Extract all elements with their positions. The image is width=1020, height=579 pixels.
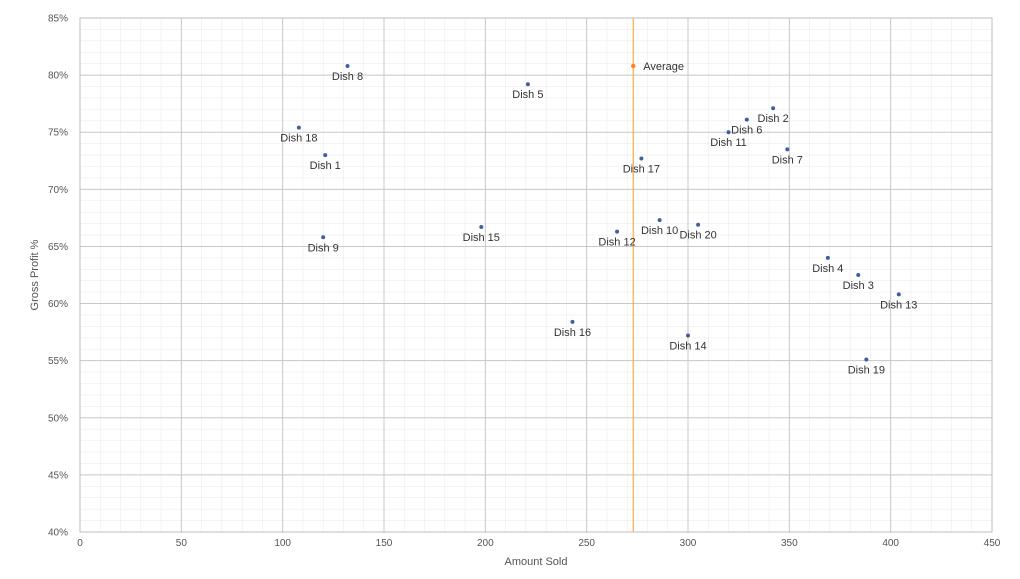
data-point (615, 229, 620, 234)
x-tick-label: 50 (176, 538, 188, 549)
y-tick-label: 70% (48, 185, 68, 196)
y-tick-label: 75% (48, 128, 68, 139)
data-point (864, 357, 869, 362)
x-tick-label: 300 (680, 538, 697, 549)
data-point (345, 63, 350, 68)
data-point-label: Dish 12 (598, 237, 635, 249)
data-point (856, 273, 861, 277)
data-point (825, 255, 830, 260)
x-tick-label: 450 (984, 538, 1001, 549)
data-point (525, 82, 530, 87)
y-tick-label: 45% (48, 470, 68, 481)
plot-area-border (79, 17, 993, 533)
data-point (479, 225, 484, 230)
data-point-label: Dish 11 (710, 137, 746, 149)
data-point-label: Dish 18 (280, 133, 317, 145)
data-point (639, 156, 644, 161)
x-tick-label: 400 (882, 538, 899, 549)
data-point-label: Dish 9 (308, 242, 339, 254)
x-tick-label: 150 (376, 538, 393, 549)
data-point (686, 333, 690, 338)
average-point (631, 63, 636, 69)
x-tick-label: 200 (477, 538, 494, 549)
data-point (726, 130, 731, 135)
data-point-label: Dish 19 (848, 365, 885, 377)
x-tick-label: 350 (781, 538, 798, 549)
y-tick-label: 40% (48, 528, 68, 539)
data-point (696, 222, 701, 227)
data-point (296, 125, 301, 130)
data-point-label: Dish 6 (731, 125, 762, 137)
y-axis-title: Gross Profit % (29, 239, 41, 310)
data-point-label: Dish 7 (772, 154, 803, 166)
data-point-label: Dish 16 (554, 327, 591, 339)
y-axis-tick-labels: 40% 45% 50% 55% 60% 65% 70% 75% 80% 85% (48, 14, 68, 539)
data-point (321, 235, 326, 240)
data-point (896, 292, 901, 297)
x-tick-label: 100 (274, 538, 291, 549)
x-axis-tick-labels: 0 50 100 150 200 250 300 350 400 450 (77, 538, 1001, 549)
data-point-label: Dish 15 (463, 232, 500, 244)
data-point (744, 117, 749, 122)
data-points (296, 63, 901, 362)
y-tick-label: 50% (48, 413, 68, 424)
data-point (657, 218, 662, 223)
y-tick-label: 80% (48, 71, 68, 82)
data-point-label: Dish 17 (623, 163, 660, 175)
data-point (570, 319, 575, 324)
x-axis-title: Amount Sold (505, 556, 568, 568)
data-point-label: Dish 14 (669, 341, 706, 353)
data-point (323, 153, 328, 158)
data-point (771, 106, 776, 111)
data-point-label: Dish 8 (332, 71, 363, 83)
x-tick-label: 250 (578, 538, 595, 549)
data-point-label: Dish 10 (641, 225, 678, 237)
average-point-label: Average (643, 61, 684, 73)
y-tick-label: 55% (48, 356, 68, 367)
data-point-label: Dish 13 (880, 299, 917, 311)
x-tick-label: 0 (77, 538, 83, 549)
data-point-label: Dish 20 (679, 230, 716, 242)
y-tick-label: 85% (48, 14, 68, 25)
data-point (785, 147, 790, 152)
data-point-label: Dish 1 (310, 160, 341, 172)
data-point-label: Dish 5 (512, 89, 543, 101)
data-point-label: Dish 2 (758, 113, 789, 125)
y-tick-label: 65% (48, 242, 68, 253)
data-point-label: Dish 3 (843, 280, 874, 292)
data-point-label: Dish 4 (812, 263, 843, 275)
y-tick-label: 60% (48, 299, 68, 310)
